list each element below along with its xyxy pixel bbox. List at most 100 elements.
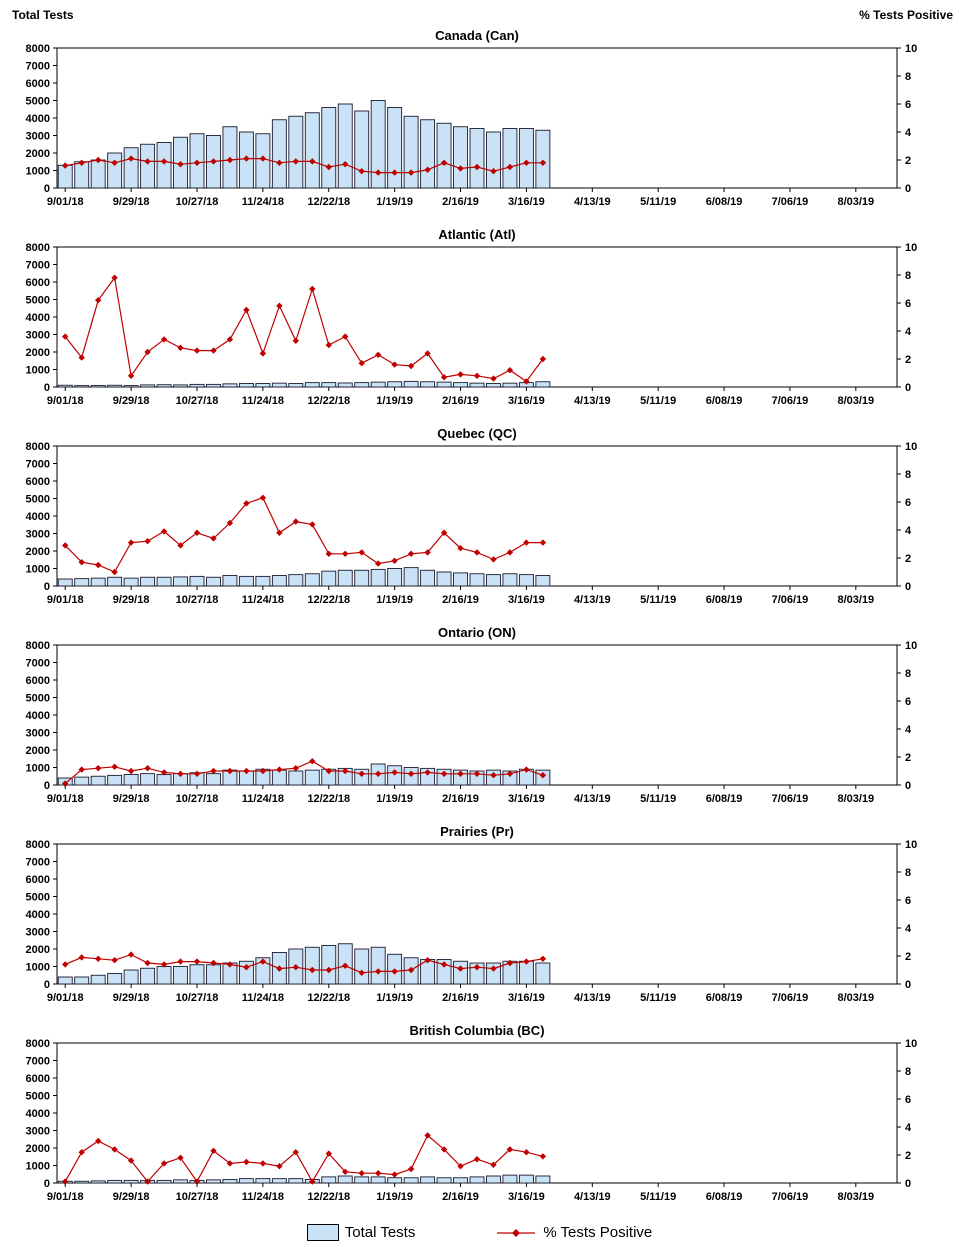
diamond-marker-icon	[144, 538, 151, 545]
tick-label: 9/01/18	[47, 1191, 84, 1203]
tick-label: 6/08/19	[706, 793, 743, 805]
y-axis-right: 0 2 4 6 8 10	[897, 43, 917, 195]
chart-british-columbia-bc: British Columbia (BC) 0 1000 2000 3000 4000 50…	[26, 1023, 918, 1203]
bar	[436, 122, 452, 189]
tick-label: 10	[905, 640, 917, 652]
diamond-marker-icon	[506, 367, 514, 374]
tick-label: 6	[905, 696, 911, 708]
diamond-marker-icon	[210, 767, 217, 775]
diamond-marker-icon	[375, 169, 382, 176]
diamond-marker-icon	[111, 763, 118, 770]
tick-label: 7000	[26, 260, 50, 272]
bar	[156, 384, 172, 388]
bar	[403, 115, 419, 189]
bar	[535, 129, 551, 189]
tick-label: 4000	[26, 312, 50, 324]
chart-block-prairies-pr: Prairies (Pr) 0 1000 2000 3000 4000 5000 6000 70…	[0, 820, 959, 1019]
diamond-marker-icon	[127, 155, 135, 162]
tick-label: 6	[905, 895, 911, 907]
bar	[140, 143, 156, 189]
bar	[453, 1177, 468, 1184]
diamond-marker-icon	[95, 955, 102, 962]
diamond-marker-icon	[193, 347, 201, 354]
bar	[370, 946, 386, 985]
diamond-marker-icon	[523, 159, 530, 166]
tick-label: 8	[905, 469, 911, 481]
bar	[535, 381, 551, 388]
bar	[370, 100, 386, 189]
bar	[337, 1175, 353, 1184]
pct-positive-line	[64, 276, 544, 383]
tick-label: 2	[905, 553, 911, 565]
tick-label: 4000	[26, 909, 50, 921]
tick-label: 9/01/18	[47, 196, 84, 208]
diamond-marker-icon	[473, 372, 481, 379]
diamond-marker-icon	[407, 966, 415, 974]
x-axis: 9/01/18 9/29/18 10/27/18 11/24/18 12/22/18 1/…	[47, 1183, 874, 1203]
bar	[288, 115, 304, 189]
total-tests-series	[57, 1174, 551, 1184]
bar	[271, 575, 287, 587]
tick-label: 0	[44, 780, 50, 792]
tick-label: 6/08/19	[706, 395, 743, 407]
bar	[370, 568, 386, 587]
chart-title: Atlantic (Atl)	[438, 227, 515, 242]
diamond-marker-icon	[111, 568, 118, 576]
bar	[189, 383, 205, 388]
tick-label: 1/19/19	[376, 395, 413, 407]
tick-label: 5000	[26, 96, 50, 108]
legend-item-total-tests: Total Tests	[306, 1224, 416, 1241]
diamond-marker-icon	[292, 337, 299, 344]
tick-label: 7000	[26, 857, 50, 869]
tick-label: 9/01/18	[47, 992, 84, 1004]
bar	[518, 574, 534, 587]
x-axis: 9/01/18 9/29/18 10/27/18 11/24/18 12/22/18 1/…	[47, 984, 874, 1004]
diamond-marker-icon	[506, 549, 514, 556]
diamond-marker-icon	[325, 767, 332, 775]
diamond-marker-icon	[325, 163, 332, 171]
bar	[74, 976, 90, 985]
bar	[453, 960, 468, 985]
tick-label: 6000	[26, 78, 50, 90]
bar	[403, 567, 419, 587]
diamond-marker-icon	[177, 161, 184, 168]
tick-label: 7/06/19	[772, 1191, 809, 1203]
y-axis-left: 0 1000 2000 3000 4000 5000 6000 7000 8000	[26, 640, 57, 792]
tick-label: 0	[44, 1178, 50, 1190]
legend-total-tests-label: Total Tests	[344, 1224, 416, 1241]
bar	[123, 969, 139, 985]
tick-label: 3/16/19	[508, 196, 545, 208]
tick-label: 4	[905, 127, 912, 139]
tick-label: 6000	[26, 675, 50, 687]
bar	[337, 382, 353, 388]
tick-label: 7/06/19	[772, 395, 809, 407]
bar	[222, 575, 238, 587]
tick-label: 10/27/18	[176, 594, 219, 606]
tick-label: 5/11/19	[640, 196, 676, 208]
tick-label: 5/11/19	[640, 1191, 676, 1203]
tick-label: 10	[905, 43, 917, 55]
bar	[304, 112, 320, 189]
tick-label: 11/24/18	[242, 992, 284, 1004]
tick-label: 8000	[26, 1038, 50, 1050]
bar	[140, 576, 156, 587]
diamond-marker-icon	[309, 1178, 316, 1185]
diamond-marker-icon	[276, 302, 283, 309]
charts-container: Canada (Can) 0 1000 2000 3000 4000 5000 6000 700…	[0, 24, 959, 1218]
tick-label: 5/11/19	[640, 992, 676, 1004]
bar	[436, 381, 452, 388]
tick-label: 12/22/18	[307, 992, 350, 1004]
diamond-marker-icon	[127, 951, 135, 958]
bar	[107, 152, 123, 189]
bar	[469, 128, 485, 189]
chart-ontario-on: Ontario (ON) 0 1000 2000 3000 4000 5000 6000 700…	[26, 625, 918, 805]
plot-border	[56, 246, 898, 388]
tick-label: 4/13/19	[574, 992, 611, 1004]
tick-label: 1/19/19	[376, 594, 413, 606]
y-axis-right: 0 2 4 6 8 10	[897, 640, 917, 792]
tick-label: 2	[905, 951, 911, 963]
tick-label: 7000	[26, 459, 50, 471]
tick-label: 7000	[26, 658, 50, 670]
diamond-marker-icon	[62, 961, 69, 968]
y-axis-left: 0 1000 2000 3000 4000 5000 6000 7000 8000	[26, 839, 57, 991]
